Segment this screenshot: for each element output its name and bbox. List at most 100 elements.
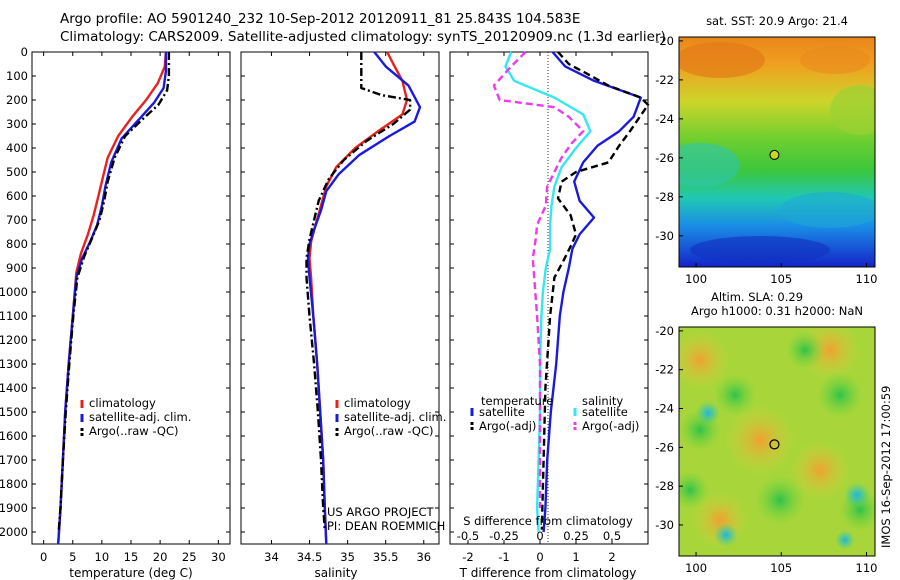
legend-header-temperature: temperature bbox=[481, 394, 553, 408]
argo-float-marker bbox=[769, 149, 780, 160]
difference-xlabel: T difference from climatology bbox=[459, 566, 637, 580]
temperature-xlabel: temperature (deg C) bbox=[69, 566, 192, 580]
y-tick-label: -20 bbox=[655, 34, 674, 48]
y-tick-label: 1500 bbox=[0, 405, 28, 419]
y-tick-label: -26 bbox=[655, 151, 674, 165]
y-tick-label: 600 bbox=[6, 189, 28, 203]
x-tick-label: 5 bbox=[69, 550, 76, 564]
legend-label-argo: Argo(..raw -QC) bbox=[344, 424, 434, 438]
sst-patch bbox=[679, 42, 765, 78]
sst-patch bbox=[800, 46, 870, 74]
y-tick-label: -22 bbox=[655, 363, 674, 377]
sst-map-title: sat. SST: 20.9 Argo: 21.4 bbox=[706, 14, 848, 28]
sla-patch bbox=[714, 523, 738, 547]
sst-heatmap bbox=[679, 37, 875, 267]
sst-patch bbox=[830, 85, 875, 135]
series-line-argo-raw-qc- bbox=[57, 52, 171, 530]
x-tick-label: 20 bbox=[153, 550, 168, 564]
sla-patch bbox=[835, 530, 855, 550]
sla-patch bbox=[713, 373, 757, 417]
top-x-tick-label: 0.25 bbox=[563, 529, 589, 543]
x-tick-label: 35 bbox=[340, 550, 355, 564]
legend-label-argo: Argo(..raw -QC) bbox=[89, 424, 179, 438]
x-tick-label: 15 bbox=[124, 550, 139, 564]
series-line-satellite bbox=[542, 51, 642, 533]
legend-label-satellite: satellite-adj. clim. bbox=[344, 410, 446, 424]
sla-patch bbox=[725, 405, 795, 475]
sla-patch bbox=[696, 401, 720, 425]
x-tick-label: 110 bbox=[856, 561, 878, 575]
y-tick-label: 900 bbox=[6, 261, 28, 275]
series-line-satellite-adj-clim- bbox=[306, 51, 422, 545]
x-tick-label: 35.5 bbox=[373, 550, 399, 564]
sla-patch bbox=[785, 330, 825, 370]
series-line-argo-adj- bbox=[540, 51, 650, 530]
x-tick-label: 10 bbox=[95, 550, 110, 564]
sla-heatmap bbox=[679, 327, 875, 556]
sla-patch bbox=[754, 474, 806, 526]
y-tick-label: 700 bbox=[6, 213, 28, 227]
sst-map-frame bbox=[678, 36, 876, 268]
y-tick-label: 1600 bbox=[0, 429, 28, 443]
legend-label-t-argo: Argo(-adj) bbox=[479, 419, 536, 433]
legend-label-satellite: satellite-adj. clim. bbox=[89, 410, 191, 424]
y-tick-label: 1700 bbox=[0, 453, 28, 467]
salinity-axes-frame bbox=[240, 51, 440, 545]
temperature-panel: 0100200300400500600700800900100011001200… bbox=[0, 45, 231, 580]
x-tick-label: 100 bbox=[685, 561, 707, 575]
y-tick-label: 100 bbox=[6, 69, 28, 83]
x-tick-label: 105 bbox=[770, 561, 792, 575]
legend-label-s-argo: Argo(-adj) bbox=[582, 419, 639, 433]
x-tick-label: 0 bbox=[536, 550, 543, 564]
y-tick-label: 200 bbox=[6, 93, 28, 107]
series-line-salinity-argo-adj- bbox=[492, 51, 585, 508]
y-tick-label: -24 bbox=[655, 112, 674, 126]
chart-title-line-1: Argo profile: AO 5901240_232 10-Sep-2012… bbox=[60, 11, 581, 27]
top-x-tick-label: 0.5 bbox=[603, 529, 621, 543]
y-tick-label: 1200 bbox=[0, 333, 28, 347]
sla-map-panel: Altim. SLA: 0.29 Argo h1000: 0.31 h2000:… bbox=[655, 290, 878, 575]
y-tick-label: -26 bbox=[655, 440, 674, 454]
y-tick-label: -28 bbox=[655, 479, 674, 493]
y-tick-label: -30 bbox=[655, 229, 674, 243]
x-tick-label: 105 bbox=[770, 272, 792, 286]
salinity-legend: climatology satellite-adj. clim. Argo(..… bbox=[335, 396, 446, 438]
y-tick-label: 800 bbox=[6, 237, 28, 251]
y-tick-label: 400 bbox=[6, 141, 28, 155]
top-x-tick-label: -0.5 bbox=[457, 529, 479, 543]
difference-legend: temperature salinity satellite Argo(-adj… bbox=[470, 394, 639, 433]
x-tick-label: 0 bbox=[40, 550, 47, 564]
x-tick-label: 34.5 bbox=[297, 550, 323, 564]
pi-annotation: PI: DEAN ROEMMICH bbox=[327, 519, 445, 533]
sla-patch bbox=[790, 440, 850, 500]
top-x-tick-label: 0 bbox=[536, 529, 543, 543]
y-tick-label: 1400 bbox=[0, 381, 28, 395]
difference-axes-frame bbox=[449, 51, 649, 545]
y-tick-label: -30 bbox=[655, 518, 674, 532]
y-tick-label: 2000 bbox=[0, 525, 28, 539]
sla-map-frame bbox=[678, 326, 876, 557]
y-tick-label: 1100 bbox=[0, 309, 28, 323]
y-tick-label: 0 bbox=[21, 45, 28, 59]
y-tick-label: -24 bbox=[655, 402, 674, 416]
y-tick-label: 500 bbox=[6, 165, 28, 179]
x-tick-label: 30 bbox=[211, 550, 226, 564]
difference-panel: -2 -1 0 1 2 -0.5 -0.25 0 0.25 0.5 T difference fr… bbox=[449, 51, 650, 580]
legend-label-climatology: climatology bbox=[89, 396, 156, 410]
sst-patch bbox=[780, 192, 875, 228]
y-tick-label: 1900 bbox=[0, 501, 28, 515]
y-tick-label: -28 bbox=[655, 190, 674, 204]
y-tick-label: 1000 bbox=[0, 285, 28, 299]
x-tick-label: 36 bbox=[416, 550, 431, 564]
sla-patch bbox=[679, 470, 710, 510]
legend-label-climatology: climatology bbox=[344, 396, 411, 410]
salinity-panel: 34 34.5 35 35.5 36 salinity climatology sate… bbox=[240, 51, 446, 580]
x-tick-label: 34 bbox=[264, 550, 279, 564]
x-tick-label: -1 bbox=[498, 550, 509, 564]
y-tick-label: 1300 bbox=[0, 357, 28, 371]
project-annotation: US ARGO PROJECT bbox=[327, 505, 435, 519]
x-tick-label: 100 bbox=[685, 272, 707, 286]
sla-patch bbox=[816, 371, 864, 419]
x-tick-label: 1 bbox=[572, 550, 579, 564]
